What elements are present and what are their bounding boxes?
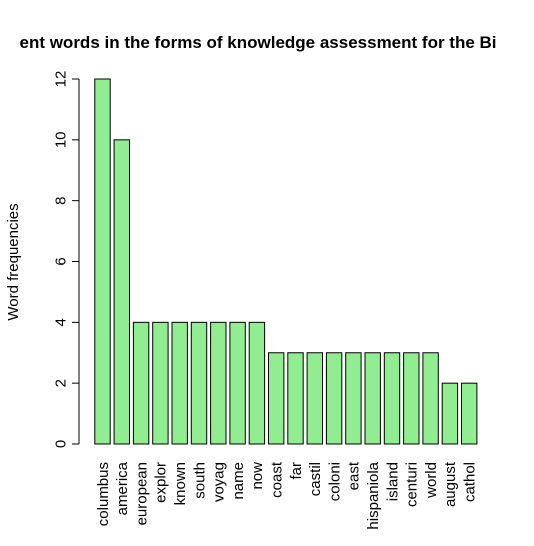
bar-island xyxy=(383,352,401,445)
x-tick-label: name xyxy=(230,462,247,500)
x-tick-label: european xyxy=(133,462,150,525)
bar-america xyxy=(113,139,130,445)
x-tick-label: east xyxy=(346,461,363,490)
bar-east xyxy=(345,352,362,445)
x-axis-labels: columbus america european explor known south v… xyxy=(95,461,479,529)
chart-title: ent words in the forms of knowledge asse… xyxy=(19,33,496,52)
bar-coast xyxy=(268,352,285,445)
x-tick-label: hispaniola xyxy=(365,461,382,529)
x-tick-label: coast xyxy=(268,461,285,498)
bar-columbus xyxy=(94,78,111,445)
x-tick-label: centuri xyxy=(404,462,421,507)
bar-world xyxy=(422,352,439,445)
bar-known xyxy=(171,321,188,445)
y-tick-label: 0 xyxy=(52,440,69,448)
y-tick-label: 10 xyxy=(52,131,69,148)
x-tick-label: now xyxy=(249,462,266,490)
bars xyxy=(94,78,478,445)
bar-far xyxy=(287,352,304,445)
x-tick-label: cathol xyxy=(461,462,478,502)
x-tick-label: south xyxy=(191,462,208,499)
bar-name xyxy=(229,321,246,445)
x-tick-label: castil xyxy=(307,462,324,496)
y-tick-label: 8 xyxy=(52,196,69,204)
y-tick-label: 2 xyxy=(52,379,69,387)
x-tick-label: coloni xyxy=(326,462,343,501)
x-tick-label: explor xyxy=(153,462,170,503)
x-tick-label: known xyxy=(172,462,189,505)
bar-explor xyxy=(152,321,169,445)
bar-centuri xyxy=(403,352,420,445)
y-axis: 0 2 4 6 8 10 12 xyxy=(52,71,80,448)
bar-south xyxy=(190,321,208,445)
bar-coloni xyxy=(325,352,343,445)
x-tick-label: far xyxy=(288,462,305,480)
bar-hispaniola xyxy=(364,352,381,445)
x-tick-label: voyag xyxy=(211,462,228,502)
y-tick-label: 12 xyxy=(52,71,69,88)
bar-european xyxy=(132,321,150,445)
y-tick-label: 6 xyxy=(52,257,69,265)
x-tick-label: island xyxy=(384,462,401,501)
bar-august xyxy=(441,382,459,445)
bar-now xyxy=(248,321,266,445)
bar-castil xyxy=(306,352,324,445)
x-tick-label: august xyxy=(442,461,459,507)
x-tick-label: world xyxy=(423,462,440,499)
y-tick-label: 4 xyxy=(52,318,69,326)
bar-voyag xyxy=(210,321,227,445)
bar-cathol xyxy=(461,382,478,445)
y-axis-title: Word frequencies xyxy=(5,203,22,320)
x-tick-label: america xyxy=(114,461,131,515)
x-tick-label: columbus xyxy=(95,462,112,526)
